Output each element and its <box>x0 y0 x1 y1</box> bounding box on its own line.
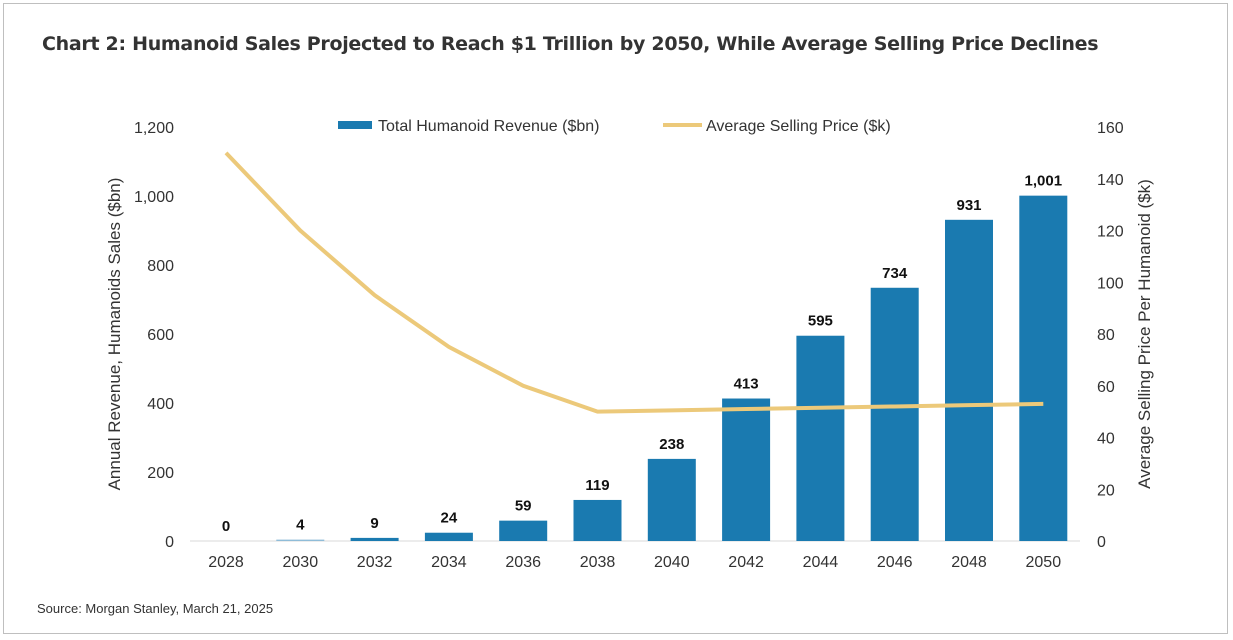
x-tick-label: 2028 <box>208 554 244 571</box>
x-tick-label: 2030 <box>283 554 319 571</box>
x-tick-label: 2034 <box>431 554 467 571</box>
legend-swatch-revenue <box>338 121 372 129</box>
x-tick-label: 2042 <box>728 554 764 571</box>
bar-2046 <box>870 287 919 541</box>
bar-2042 <box>722 398 771 541</box>
bar-2048 <box>945 219 993 541</box>
bar-2040 <box>647 458 696 541</box>
bar-data-label: 59 <box>515 498 532 515</box>
asp-line <box>224 151 1044 414</box>
y-tick-label: 600 <box>147 327 174 344</box>
chart-frame <box>3 3 1228 634</box>
bar-data-label: 931 <box>956 197 981 214</box>
bar-data-label: 119 <box>585 477 609 494</box>
x-tick-label: 2044 <box>803 554 839 571</box>
y-tick-label: 0 <box>165 534 174 551</box>
y2-tick-label: 20 <box>1097 482 1115 499</box>
y-tick-label: 400 <box>147 396 174 413</box>
x-tick-label: 2032 <box>357 554 393 571</box>
bar-data-label: 595 <box>808 313 833 330</box>
y-tick-label: 800 <box>147 258 174 275</box>
bar-data-label: 9 <box>370 515 378 532</box>
y2-tick-label: 160 <box>1097 120 1124 137</box>
legend-label-revenue: Total Humanoid Revenue ($bn) <box>378 118 599 135</box>
bar-data-label: 1,001 <box>1025 173 1063 190</box>
y2-tick-label: 0 <box>1097 534 1106 551</box>
bar-data-label: 238 <box>659 436 684 453</box>
y2-tick-label: 140 <box>1097 172 1124 189</box>
x-tick-label: 2040 <box>654 554 690 571</box>
bar-2032 <box>350 537 399 541</box>
bar-data-label: 4 <box>296 517 305 534</box>
x-tick-label: 2048 <box>951 554 987 571</box>
bar-2050 <box>1019 195 1068 541</box>
chart-title: Chart 2: Humanoid Sales Projected to Rea… <box>42 33 1099 55</box>
bar-2036 <box>499 520 548 541</box>
x-tick-label: 2036 <box>505 554 541 571</box>
legend-label-asp: Average Selling Price ($k) <box>706 118 891 135</box>
source-note: Source: Morgan Stanley, March 21, 2025 <box>37 601 274 616</box>
bar-data-label: 413 <box>734 376 759 393</box>
bar-2030 <box>276 539 325 541</box>
bar-data-label: 24 <box>441 510 458 527</box>
y2-tick-label: 40 <box>1097 431 1115 448</box>
bar-data-label: 734 <box>882 265 908 282</box>
y2-tick-label: 80 <box>1097 327 1115 344</box>
bar-2034 <box>424 532 473 541</box>
y2-tick-label: 60 <box>1097 379 1115 396</box>
y-tick-label: 200 <box>147 465 174 482</box>
y-tick-label: 1,200 <box>134 120 174 137</box>
y2-tick-label: 100 <box>1097 275 1124 292</box>
bar-2038 <box>573 499 622 541</box>
y2-axis-title: Average Selling Price Per Humanoid ($k) <box>1135 179 1154 489</box>
x-tick-label: 2046 <box>877 554 913 571</box>
x-tick-label: 2050 <box>1026 554 1062 571</box>
y-axis-title: Annual Revenue, Humanoids Sales ($bn) <box>105 178 124 491</box>
y-tick-label: 1,000 <box>134 189 174 206</box>
x-tick-label: 2038 <box>580 554 616 571</box>
y2-tick-label: 120 <box>1097 224 1124 241</box>
bar-data-label: 0 <box>222 518 230 535</box>
bar-2044 <box>796 335 845 541</box>
